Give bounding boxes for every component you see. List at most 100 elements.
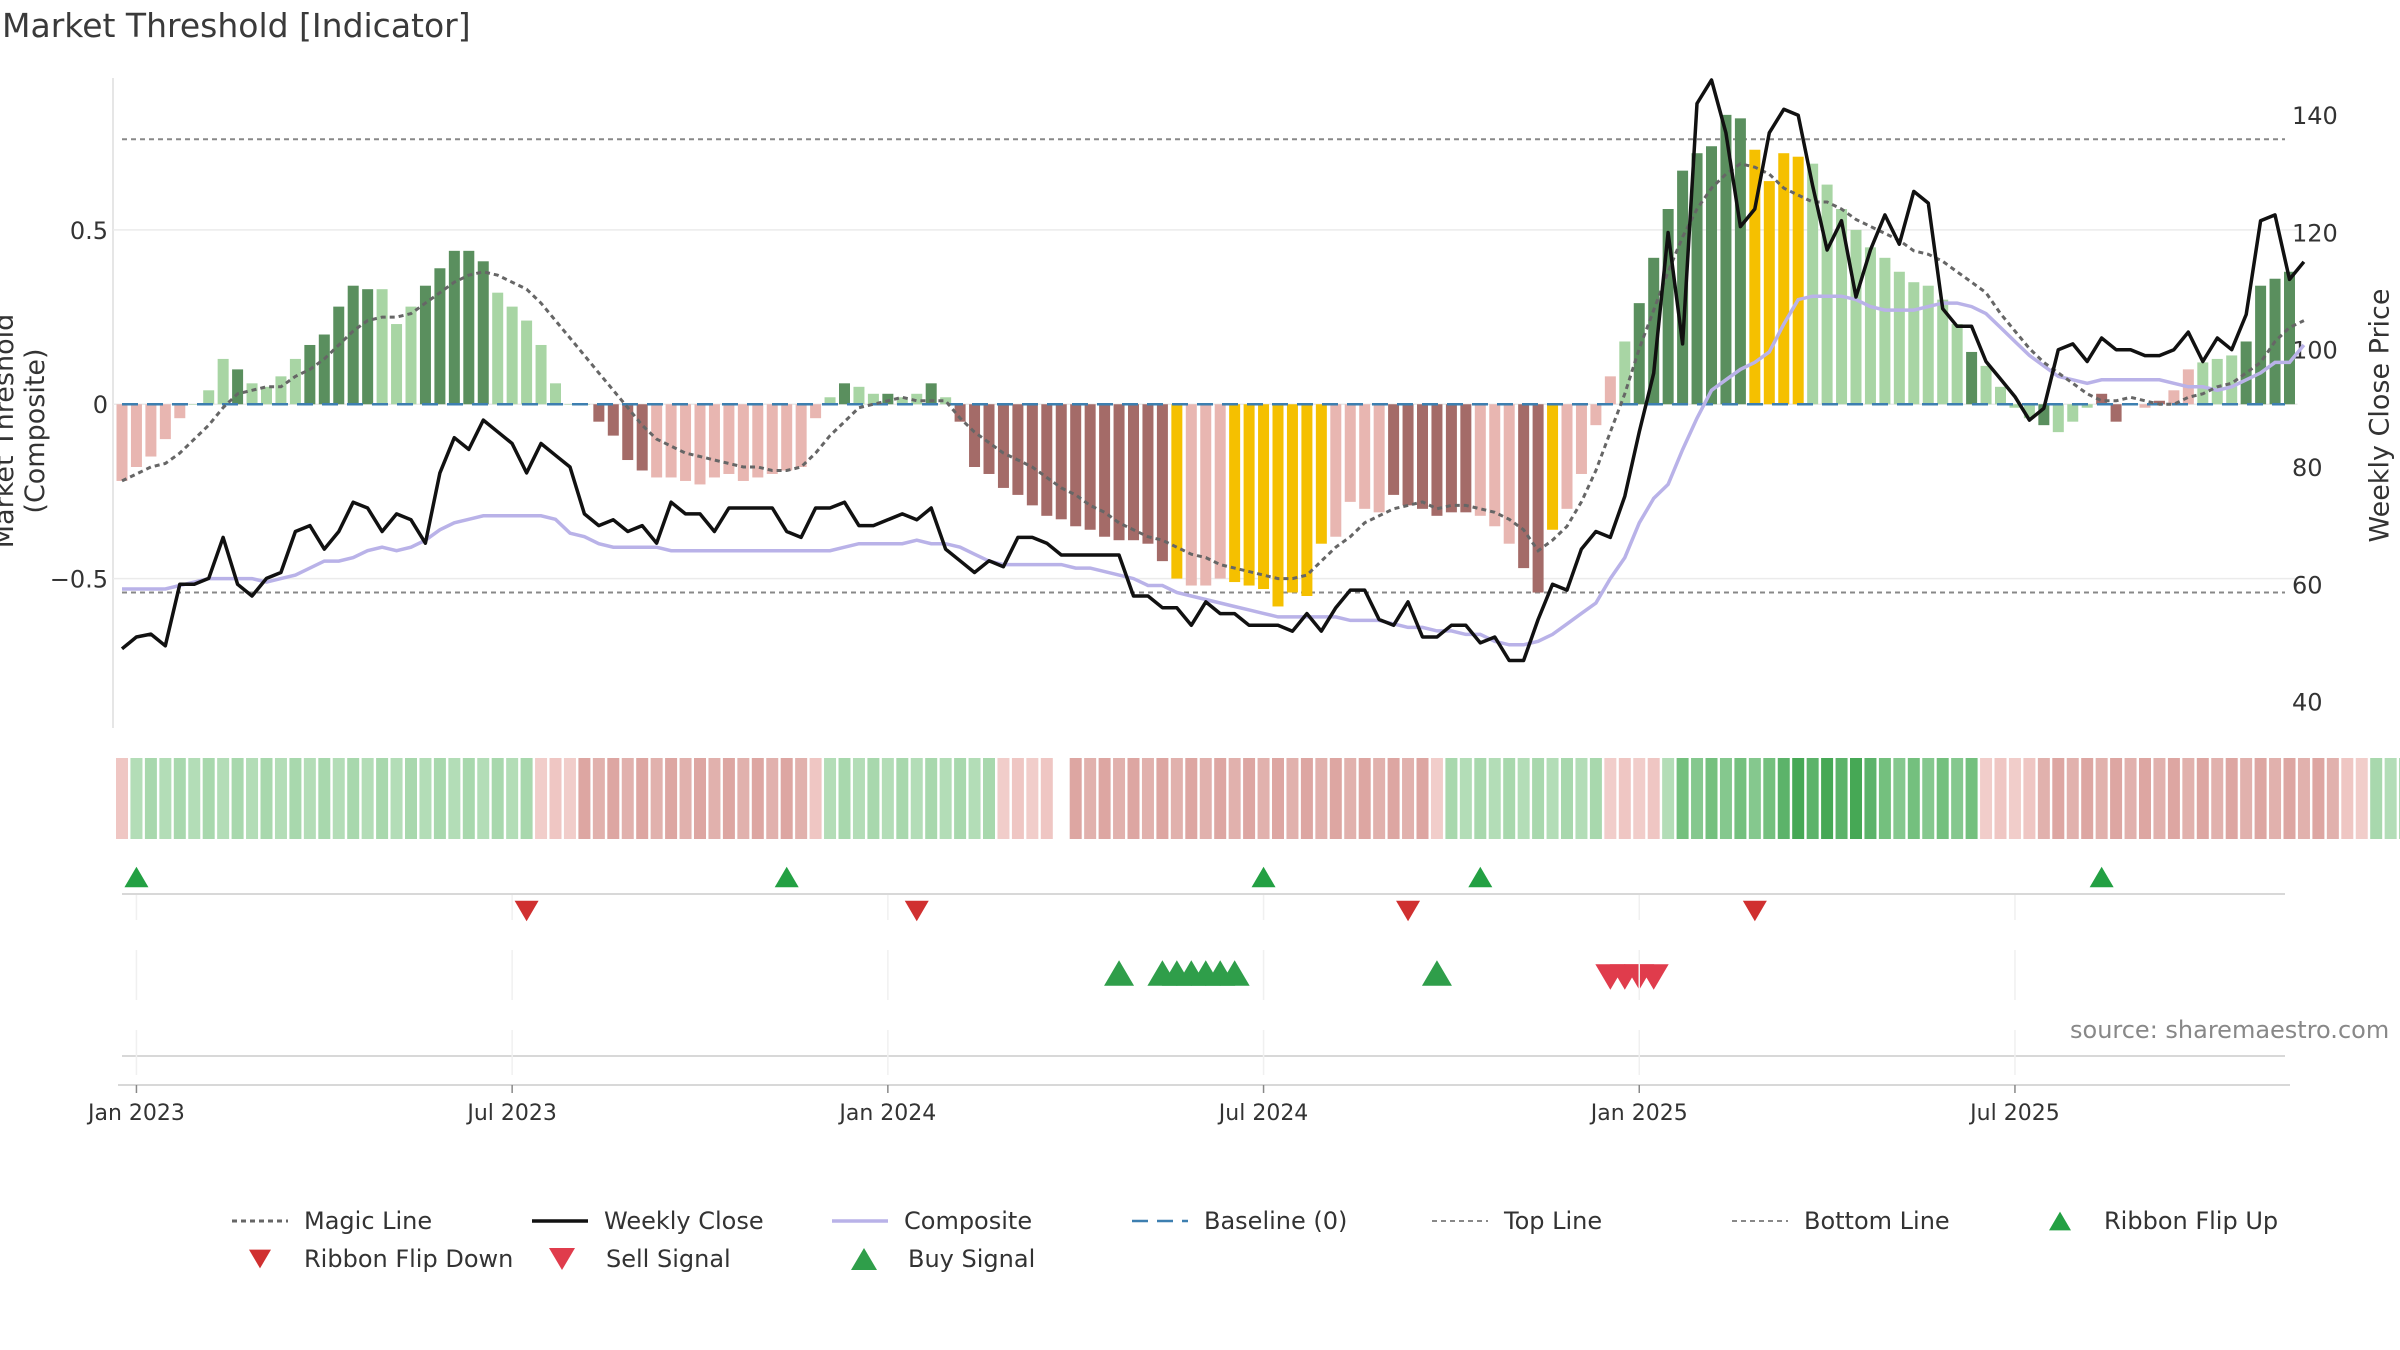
ribbon-cell	[1589, 758, 1602, 839]
ribbon-cell	[2384, 758, 2397, 839]
ribbon-cell	[607, 758, 620, 839]
composite-bar	[1272, 404, 1284, 607]
composite-bar	[1590, 404, 1602, 426]
composite-bar	[564, 404, 576, 405]
legend: Magic Line Weekly Close Composite Baseline …	[230, 1202, 2330, 1278]
ribbon-cell	[1199, 758, 1212, 839]
composite-bar	[1633, 303, 1645, 405]
composite-bar	[2110, 404, 2122, 422]
composite-bar	[289, 358, 301, 405]
ribbon-cell	[1850, 758, 1862, 839]
y2-tick-label: 40	[2292, 689, 2323, 717]
composite-bar	[1012, 404, 1024, 495]
composite-bar	[275, 376, 287, 405]
legend-item-magic: Magic Line	[230, 1207, 530, 1235]
ribbon-cell	[1416, 758, 1429, 839]
composite-bar	[1980, 365, 1992, 405]
ribbon-cell	[506, 758, 519, 839]
composite-bar	[1922, 285, 1934, 405]
ribbon-cell	[1792, 758, 1805, 839]
ribbon-cell	[1705, 758, 1718, 839]
composite-bar	[1315, 404, 1327, 544]
ribbon-cell	[477, 758, 490, 839]
composite-bar	[1301, 404, 1313, 596]
x-tick-label: Jul 2024	[1217, 1101, 1309, 1126]
composite-bar	[217, 358, 229, 405]
ribbon-cell	[838, 758, 851, 839]
ribbon-cell	[1748, 758, 1761, 839]
composite-bar	[997, 404, 1009, 488]
composite-bar	[1402, 404, 1414, 506]
composite-bar	[130, 404, 142, 467]
composite-bar	[1908, 282, 1920, 405]
ribbon-cell	[1098, 758, 1111, 839]
ribbon-cell	[2240, 758, 2253, 839]
composite-bar	[723, 404, 735, 474]
ribbon-cell	[1864, 758, 1877, 839]
composite-bar	[1373, 404, 1385, 513]
ribbon-cell	[1113, 758, 1126, 839]
ribbon-cell	[1488, 758, 1501, 839]
composite-bar	[1604, 376, 1616, 405]
legend-row: Ribbon Flip Down Sell Signal Buy Signal	[230, 1240, 2330, 1278]
ribbon-cell	[2269, 758, 2282, 839]
ribbon-cell	[202, 758, 215, 839]
ribbon-cell	[1040, 758, 1053, 839]
buy-signal-marker	[1421, 960, 1452, 986]
composite-bar	[1055, 404, 1067, 520]
y2-tick-label: 60	[2292, 571, 2323, 599]
ribbon-cell	[2297, 758, 2310, 839]
ribbon-cell	[2326, 758, 2339, 839]
sell-legend-swatch	[549, 1247, 575, 1271]
composite-bar	[766, 404, 778, 474]
ribbon-cell	[332, 758, 345, 839]
ribbon-cell	[1402, 758, 1415, 839]
composite-bar	[1229, 404, 1241, 583]
legend-item-top: Top Line	[1430, 1207, 1730, 1235]
ribbon-cell	[361, 758, 374, 839]
composite-bar	[1258, 404, 1270, 590]
ribbon-cell	[1575, 758, 1588, 839]
composite-bar	[2023, 404, 2035, 419]
legend-label: Sell Signal	[606, 1245, 731, 1273]
ribbon-cell	[433, 758, 446, 839]
composite-bar	[1937, 299, 1949, 405]
ribbon-cell	[520, 758, 533, 839]
ribbon-flip-down-marker	[904, 900, 929, 922]
ribbon-cell	[173, 758, 186, 839]
composite-bar	[781, 404, 793, 471]
legend-item-buy: Buy Signal	[834, 1245, 1136, 1273]
ribbon-cell	[1691, 758, 1704, 839]
composite-bar	[2168, 390, 2180, 405]
composite-bar	[2139, 404, 2151, 408]
ribbon-cell	[1994, 758, 2007, 839]
composite-bar	[896, 397, 908, 405]
composite-bar	[1995, 386, 2006, 405]
legend-label: Weekly Close	[604, 1207, 764, 1235]
composite-bar	[1966, 351, 1978, 405]
composite-bar	[1561, 404, 1573, 509]
ribbon-cell	[824, 758, 837, 839]
composite-bar	[1489, 404, 1501, 527]
ribbon-cell	[1734, 758, 1747, 839]
composite-bar	[1503, 404, 1515, 544]
composite-bar	[1850, 229, 1862, 405]
ribbon-cell	[2037, 758, 2050, 839]
ribbon-cell	[925, 758, 938, 839]
composite-bar	[1445, 404, 1457, 513]
ribbon-cell	[347, 758, 360, 839]
composite-bar	[2009, 404, 2021, 408]
legend-label: Magic Line	[304, 1207, 433, 1235]
ribbon-cell	[1951, 758, 1964, 839]
composite-bar	[636, 404, 648, 471]
ribbon-cell	[2095, 758, 2108, 839]
composite-bar	[535, 344, 547, 405]
source-note: source: sharemaestro.com	[2070, 1016, 2390, 1044]
sell-legend-mark	[549, 1247, 575, 1271]
ribbon-cell	[1821, 758, 1834, 839]
flipdown-legend-mark	[249, 1249, 271, 1269]
composite-bar	[232, 369, 244, 405]
composite-bar	[2096, 393, 2108, 405]
ribbon-cell	[1272, 758, 1284, 839]
composite-bar	[1821, 184, 1833, 405]
